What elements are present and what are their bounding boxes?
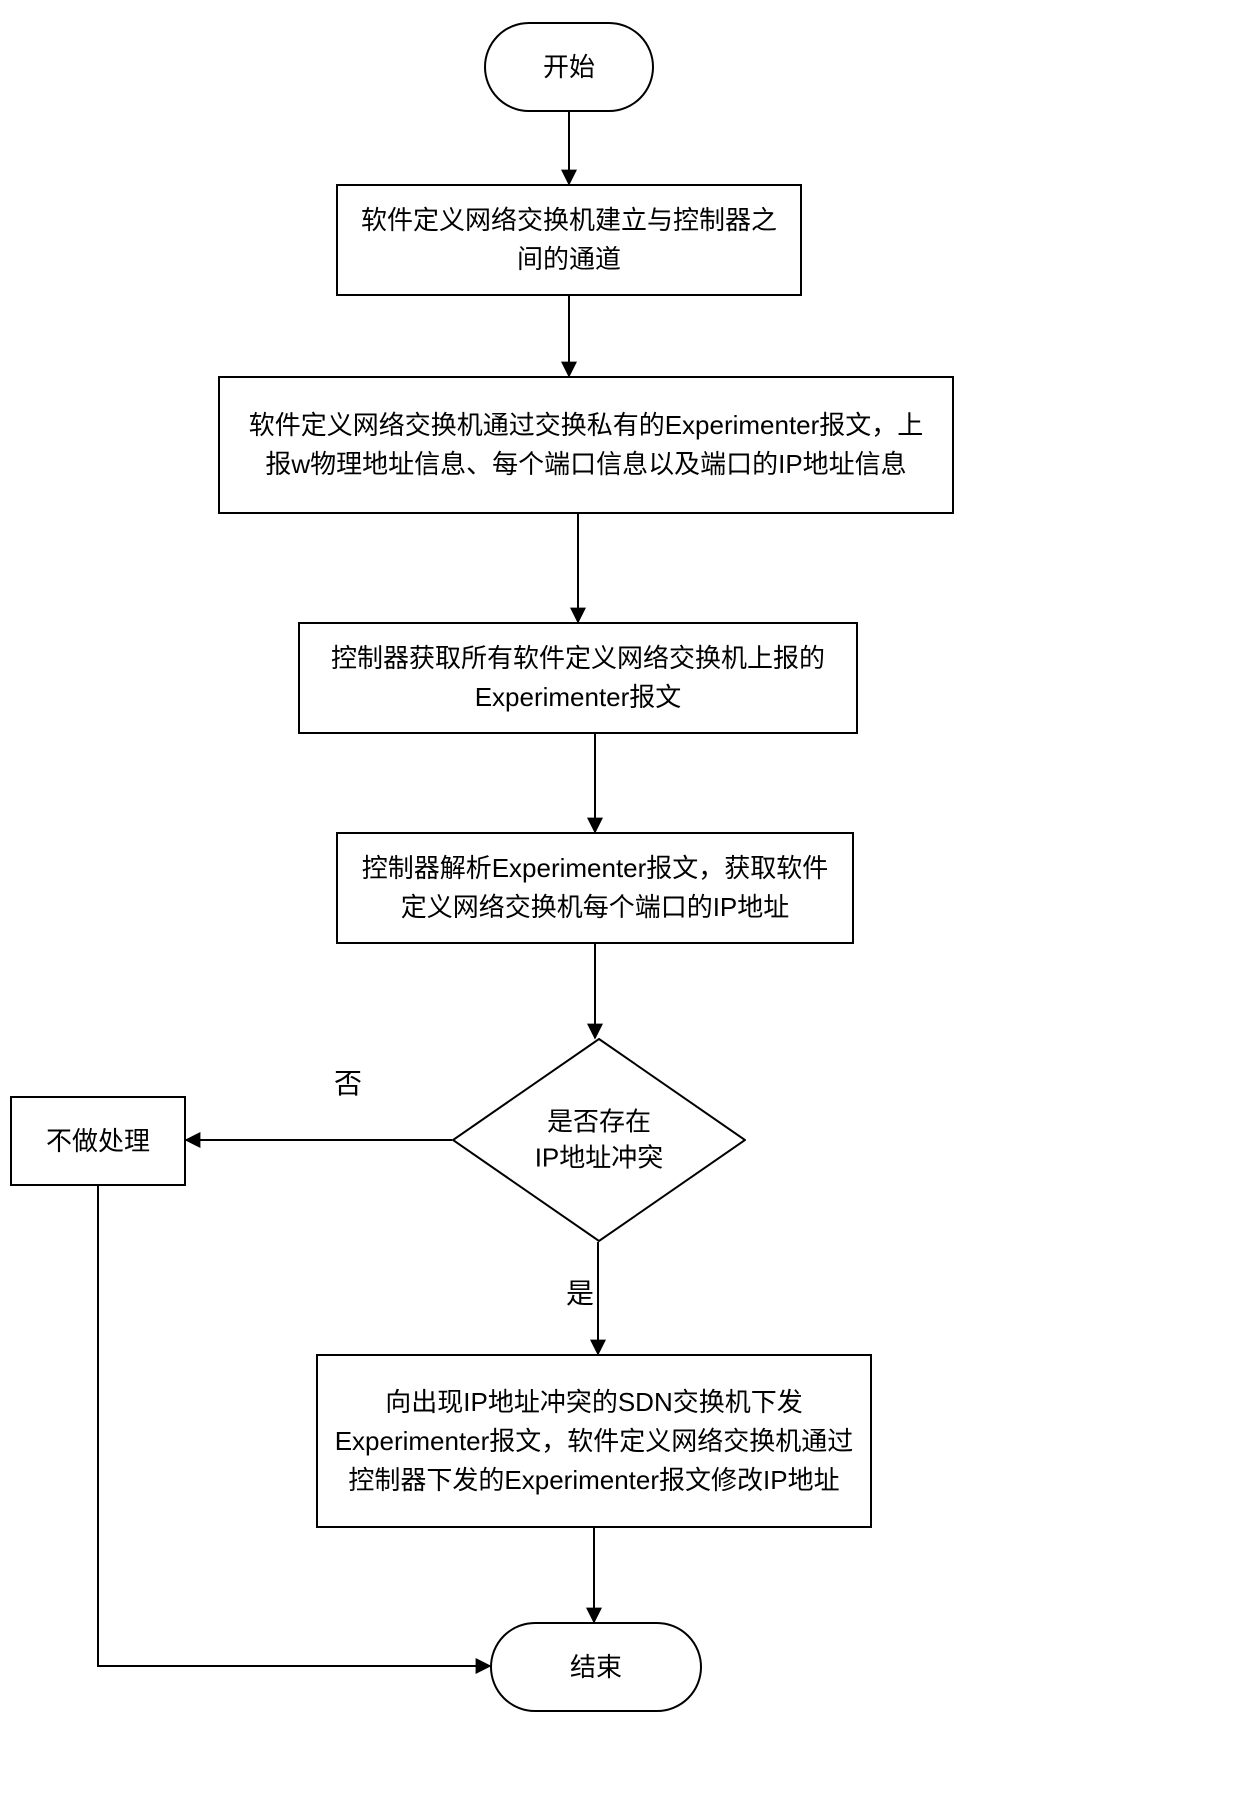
end-node: 结束 <box>490 1622 702 1712</box>
noop-node: 不做处理 <box>10 1096 186 1186</box>
step4-node: 控制器解析Experimenter报文，获取软件定义网络交换机每个端口的IP地址 <box>336 832 854 944</box>
start-node: 开始 <box>484 22 654 112</box>
edge-label-yes: 是 <box>566 1272 594 1312</box>
step3-label: 控制器获取所有软件定义网络交换机上报的Experimenter报文 <box>316 639 840 717</box>
step2-node: 软件定义网络交换机通过交换私有的Experimenter报文，上报w物理地址信息… <box>218 376 954 514</box>
step3-node: 控制器获取所有软件定义网络交换机上报的Experimenter报文 <box>298 622 858 734</box>
decision-node: 是否存在IP地址冲突 <box>452 1038 746 1242</box>
step1-label: 软件定义网络交换机建立与控制器之间的通道 <box>354 201 784 279</box>
noop-label: 不做处理 <box>46 1122 150 1161</box>
step5-node: 向出现IP地址冲突的SDN交换机下发Experimenter报文，软件定义网络交… <box>316 1354 872 1528</box>
step4-label: 控制器解析Experimenter报文，获取软件定义网络交换机每个端口的IP地址 <box>354 849 836 927</box>
end-label: 结束 <box>570 1648 622 1687</box>
edge-label-no: 否 <box>334 1062 362 1102</box>
step2-label: 软件定义网络交换机通过交换私有的Experimenter报文，上报w物理地址信息… <box>236 406 936 484</box>
step1-node: 软件定义网络交换机建立与控制器之间的通道 <box>336 184 802 296</box>
decision-label: 是否存在IP地址冲突 <box>535 1104 664 1177</box>
start-label: 开始 <box>543 48 595 87</box>
step5-label: 向出现IP地址冲突的SDN交换机下发Experimenter报文，软件定义网络交… <box>334 1383 854 1500</box>
